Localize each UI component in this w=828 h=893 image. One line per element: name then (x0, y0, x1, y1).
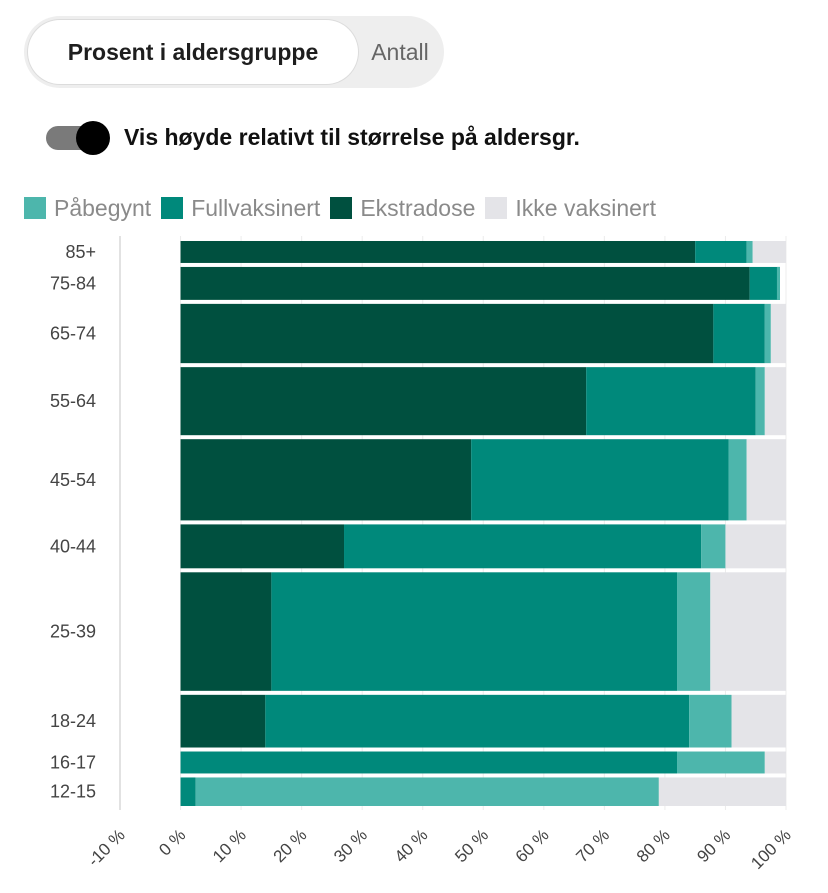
x-tick-label: 90 % (693, 825, 734, 866)
bar-segment (180, 694, 266, 748)
x-tick-label: -10 % (84, 825, 129, 870)
bar-segment (713, 303, 765, 364)
x-tick-label: 10 % (209, 825, 250, 866)
y-tick-label: 55-64 (50, 391, 96, 411)
x-tick-label: 20 % (270, 825, 311, 866)
bar-segment (271, 572, 678, 691)
tab-prosent[interactable]: Prosent i aldersgruppe (28, 20, 358, 84)
bar-segment (471, 439, 729, 521)
bar-segment (180, 241, 696, 263)
x-tick-label: 80 % (633, 825, 674, 866)
y-tick-label: 45-54 (50, 470, 96, 490)
legend-label: Påbegynt (54, 194, 152, 221)
bar-segment (180, 266, 750, 300)
bar-segment (180, 303, 714, 364)
toggle-knob (76, 121, 110, 155)
y-tick-label: 40-44 (50, 536, 96, 556)
x-tick-label: 100 % (747, 825, 795, 873)
bar-segment (658, 777, 786, 806)
bar-segment (776, 266, 780, 300)
bar-segment (710, 572, 786, 691)
bar-segment (344, 524, 702, 569)
tab-antall[interactable]: Antall (371, 38, 429, 65)
bar-segment (265, 694, 690, 748)
legend-swatch (330, 197, 353, 219)
y-tick-label: 65-74 (50, 324, 96, 344)
y-tick-label: 25-39 (50, 622, 96, 642)
toggle-label: Vis høyde relativt til størrelse på alde… (124, 124, 580, 150)
x-tick-label: 40 % (391, 825, 432, 866)
chart-legend: Påbegynt Fullvaksinert Ekstradose Ikke vaks… (24, 194, 666, 222)
bar-segment (695, 241, 747, 263)
bar-segment (701, 524, 726, 569)
bar-segment (731, 694, 786, 748)
y-tick-label: 75-84 (50, 273, 96, 293)
y-tick-label: 12-15 (50, 782, 96, 802)
bar-segment (746, 241, 753, 263)
bar-segment (755, 367, 765, 436)
bar-segment (180, 367, 587, 436)
x-tick-label: 50 % (451, 825, 492, 866)
legend-swatch (161, 197, 184, 219)
legend-swatch (485, 197, 508, 219)
bar-segment (749, 266, 780, 300)
bar-segment (586, 367, 756, 436)
relative-height-toggle[interactable] (46, 121, 110, 155)
legend-item[interactable]: Ikke vaksinert (485, 195, 656, 222)
bar-segment (764, 367, 786, 436)
legend-label: Ikke vaksinert (515, 194, 656, 221)
bar-segment (746, 439, 786, 521)
legend-swatch (24, 197, 46, 219)
bar-segment (180, 439, 472, 521)
bar-segment (180, 751, 678, 774)
y-tick-label: 16-17 (50, 752, 96, 772)
legend-label: Ekstradose (360, 194, 476, 221)
y-tick-label: 18-24 (50, 711, 96, 731)
bar-segment (770, 303, 786, 364)
legend-item[interactable]: Påbegynt (24, 195, 151, 222)
view-tabs: Prosent i aldersgruppe Antall (24, 16, 444, 88)
legend-item[interactable]: Fullvaksinert (161, 195, 320, 222)
bar-segment (677, 751, 765, 774)
bar-segment (725, 524, 786, 569)
bar-segment (180, 524, 345, 569)
bar-segment (195, 777, 659, 806)
bar-segment (728, 439, 747, 521)
bar-segment (764, 303, 771, 364)
y-tick-label: 85+ (65, 242, 96, 262)
bar-segment (764, 751, 786, 774)
bar-segment (180, 572, 272, 691)
x-tick-label: 30 % (330, 825, 371, 866)
bar-segment (180, 777, 196, 806)
legend-label: Fullvaksinert (191, 194, 321, 221)
x-tick-label: 60 % (512, 825, 553, 866)
legend-item[interactable]: Ekstradose (330, 195, 475, 222)
x-tick-label: 70 % (572, 825, 613, 866)
bar-segment (677, 572, 711, 691)
bar-segment (689, 694, 732, 748)
bar-segment (752, 241, 786, 263)
x-tick-label: 0 % (155, 825, 189, 859)
